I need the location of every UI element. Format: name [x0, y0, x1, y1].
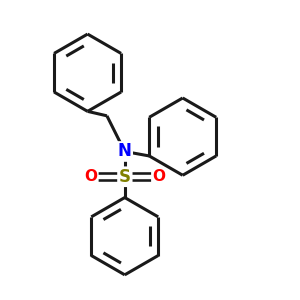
- Text: S: S: [119, 168, 131, 186]
- Text: O: O: [84, 169, 97, 184]
- Text: N: N: [118, 142, 132, 160]
- Text: O: O: [152, 169, 165, 184]
